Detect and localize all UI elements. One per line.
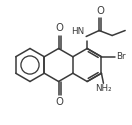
Text: Br: Br [116, 52, 126, 61]
Text: NH₂: NH₂ [95, 84, 112, 93]
Text: O: O [56, 23, 64, 33]
Text: HN: HN [71, 28, 84, 36]
Text: O: O [96, 6, 104, 16]
Text: O: O [56, 97, 64, 107]
